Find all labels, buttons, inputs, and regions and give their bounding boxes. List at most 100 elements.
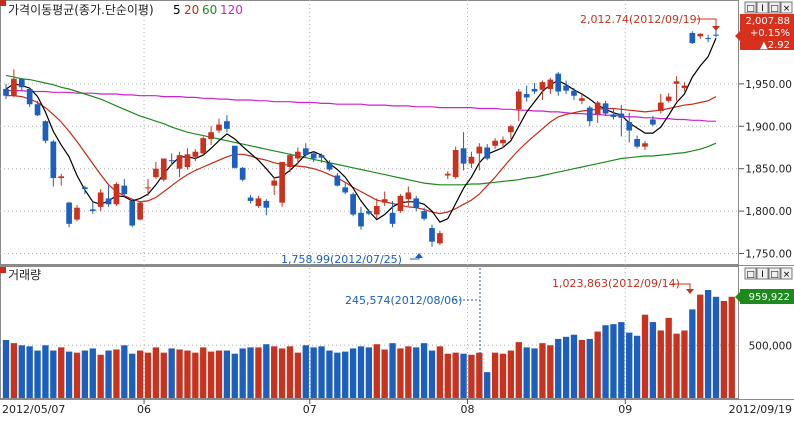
ma-label-5: 5 [173,3,181,17]
volume-bar [18,345,25,398]
candle [468,151,475,168]
candle-body [539,82,546,90]
volume-split-button[interactable]: Ⅰ [756,267,769,280]
candle [279,161,285,207]
current-volume-box: 959,922 [735,289,794,304]
candle [18,77,25,92]
candle-body [82,187,88,190]
candle-body [500,139,506,144]
candle [239,166,246,182]
candle-body [279,161,285,203]
current-change-diff: ▲2.92 [760,40,790,51]
candle [26,88,33,107]
candle [555,71,562,96]
candle-body [50,141,57,179]
price-panel-frame [0,0,739,265]
candle [121,178,128,198]
volume-bar [681,330,688,398]
volume-bar [326,350,333,398]
candle [373,198,380,219]
candle [657,94,664,114]
minimize-button[interactable]: □ [744,1,757,14]
volume-close-button[interactable]: × [780,267,793,280]
candle [397,194,404,213]
maximize-button[interactable]: □ [768,1,781,14]
volume-bars [2,290,735,398]
volume-bar [342,351,349,398]
volume-bar [113,349,120,398]
candle-body [492,140,498,146]
candle-body [74,207,80,220]
volume-bar [507,350,515,398]
volume-bar [97,354,104,398]
candle-body [334,175,341,186]
grid [0,0,739,399]
candle [97,189,104,212]
candle-body [89,209,96,212]
volume-marker-annotation: 245,574(2012/08/06) [345,294,462,307]
candle-body [642,143,648,147]
candle-body [484,147,491,159]
close-button[interactable]: × [780,1,793,14]
volume-bar [405,346,412,398]
candle [610,108,617,120]
candle-body [452,150,459,178]
candle [3,83,9,100]
volume-bar [58,347,65,398]
volume-bar [618,322,625,398]
volume-bar [562,336,570,398]
candle [642,140,648,151]
candle [452,146,459,179]
maximize-icon: □ [770,4,779,14]
y-tick-label: 1,950.00 [745,79,792,91]
split-icon: Ⅰ [761,4,764,14]
candle-body [192,151,199,157]
candle-body [421,211,427,219]
candle [626,112,633,143]
candle-body [381,199,388,203]
candle [184,148,191,170]
candle-body [444,173,451,176]
candle [673,76,680,101]
y-tick-label: 1,800.00 [745,206,792,218]
candle [350,192,356,217]
candle [247,194,254,204]
candle [192,149,199,162]
volume-maximize-button[interactable]: □ [768,267,781,280]
candle [42,120,49,144]
volume-bar [626,332,633,398]
candle [405,186,412,207]
volume-bar [570,334,578,398]
candle [586,105,593,127]
volume-minimize-button[interactable]: □ [744,267,757,280]
x-tick-label: 07 [303,403,317,416]
candle [334,172,341,187]
volume-bar [129,353,136,398]
candle-body [366,211,372,214]
candle-body [326,162,333,170]
candle [563,80,569,95]
candle-body [224,121,230,129]
x-tick-label: 09 [618,403,632,416]
candle [302,143,309,158]
candle [145,178,151,196]
candle [358,206,364,230]
candle-body [610,114,617,117]
price-pointer-icon [735,30,741,42]
candle-body [231,145,238,168]
volume-bar [10,343,18,398]
ma60-line [5,74,717,186]
split-button[interactable]: Ⅰ [756,1,769,14]
candle [271,177,278,195]
candle [413,195,420,212]
candle-body [3,88,9,96]
volume-pointer-icon [735,291,741,303]
volume-bar [397,348,404,398]
candle [224,115,230,133]
volume-bar [602,325,609,398]
volume-bar [673,333,680,398]
candle-body [523,94,530,98]
volume-bar [704,290,712,398]
candle [444,171,451,179]
